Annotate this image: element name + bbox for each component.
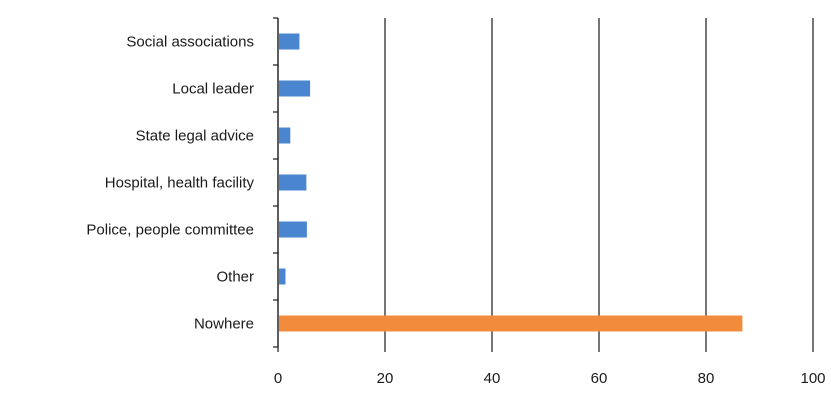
- category-label: Police, people committee: [86, 222, 254, 239]
- bars: [279, 33, 743, 332]
- bar-police-people-committee: [279, 221, 307, 238]
- bar-hospital-health-facility: [279, 174, 307, 191]
- category-label: Other: [216, 269, 254, 286]
- bar-other: [279, 268, 286, 285]
- category-label: Local leader: [172, 81, 254, 98]
- bar-social-associations: [279, 33, 300, 50]
- bar-nowhere: [279, 315, 743, 332]
- x-tick-label: 80: [698, 370, 715, 387]
- category-label: Social associations: [126, 34, 254, 51]
- axes: [273, 17, 814, 352]
- category-label: Nowhere: [194, 316, 254, 333]
- x-tick-label: 0: [274, 370, 282, 387]
- x-tick-label: 20: [377, 370, 394, 387]
- category-labels: Social associations Local leader State leg…: [86, 34, 254, 333]
- bar-local-leader: [279, 80, 311, 97]
- bar-state-legal-advice: [279, 127, 291, 144]
- category-label: Hospital, health facility: [105, 175, 255, 192]
- x-tick-label: 40: [484, 370, 501, 387]
- x-tick-label: 60: [591, 370, 608, 387]
- x-tick-label: 100: [800, 370, 825, 387]
- category-label: State legal advice: [136, 128, 254, 145]
- tick-labels: 0 20 40 60 80 100: [274, 370, 826, 387]
- gridlines: [384, 18, 814, 347]
